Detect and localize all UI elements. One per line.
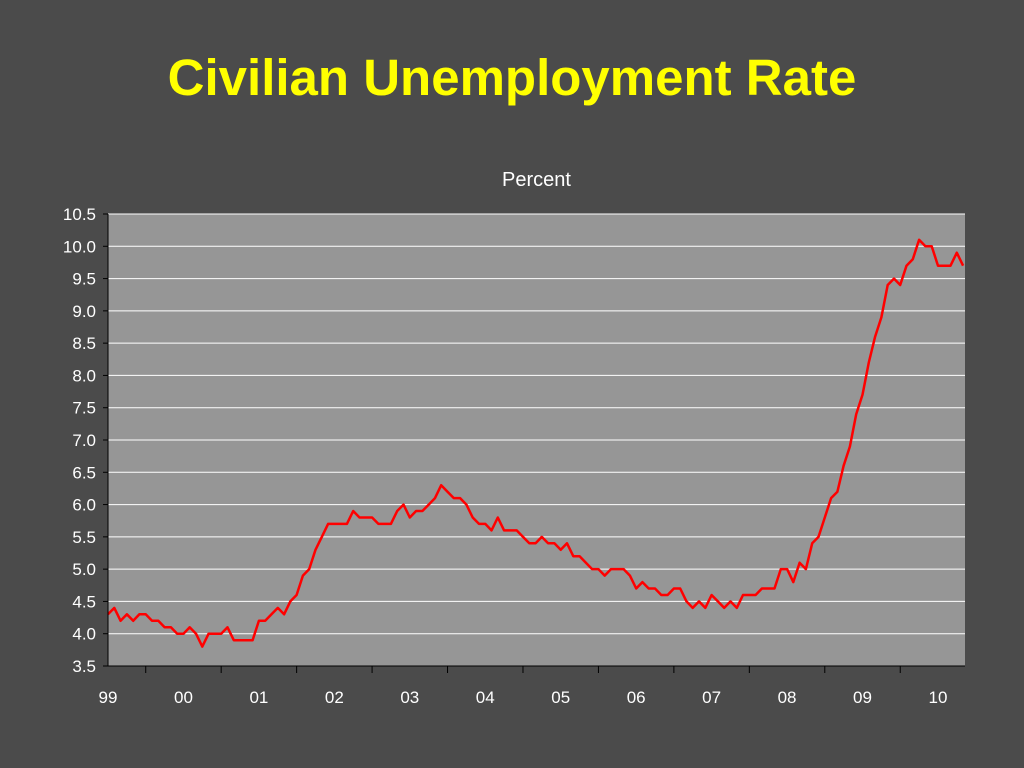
x-tick-label: 01 <box>249 688 268 707</box>
y-tick-label: 7.0 <box>72 431 96 450</box>
y-axis: 3.5 4.0 4.5 5.0 5.5 6.0 6.5 7.0 7.5 8.0 8.5 9.0 9.5 1… <box>63 205 96 676</box>
y-tick-label: 6.0 <box>72 496 96 515</box>
y-tick-label: 3.5 <box>72 657 96 676</box>
y-tick-label: 5.5 <box>72 528 96 547</box>
x-tick-label: 07 <box>702 688 721 707</box>
x-tick-label: 03 <box>400 688 419 707</box>
y-tick-label: 10.0 <box>63 237 96 256</box>
y-tick-label: 8.0 <box>72 366 96 385</box>
x-tick-label: 09 <box>853 688 872 707</box>
y-tick-label: 9.0 <box>72 302 96 321</box>
x-tick-label: 02 <box>325 688 344 707</box>
y-tick-label: 7.5 <box>72 399 96 418</box>
series-line-unemployment-rate <box>107 238 965 648</box>
y-axis-label: Percent <box>502 169 571 191</box>
y-tick-label: 5.0 <box>72 560 96 579</box>
x-tick-label: 10 <box>929 688 948 707</box>
y-tick-label: 4.5 <box>72 592 96 611</box>
y-tick-label: 6.5 <box>72 463 96 482</box>
axis-lines <box>103 213 965 673</box>
y-tick-label: 8.5 <box>72 334 96 353</box>
x-tick-label: 04 <box>476 688 495 707</box>
slide-title: Civilian Unemployment Rate <box>167 49 857 106</box>
y-tick-label: 10.5 <box>63 205 96 224</box>
y-tick-label: 9.5 <box>72 270 96 289</box>
x-tick-label: 00 <box>174 688 193 707</box>
y-tick-label: 4.0 <box>72 625 96 644</box>
x-axis: 99 00 01 02 03 04 05 06 07 08 09 10 <box>99 688 948 707</box>
x-tick-label: 05 <box>551 688 570 707</box>
x-tick-label: 99 <box>99 688 118 707</box>
x-tick-label: 08 <box>778 688 797 707</box>
gridlines <box>108 213 965 667</box>
x-tick-label: 06 <box>627 688 646 707</box>
